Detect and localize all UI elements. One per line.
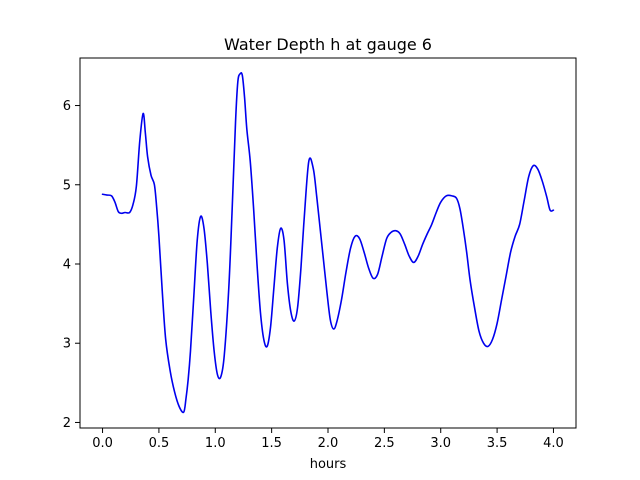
axis-ticks: 0.0 0.5 1.0 1.5 2.0 2.5 3.0 3.5 4.0 2 3 4 5 6 — [63, 99, 564, 451]
x-tick-label: 1.5 — [261, 436, 282, 451]
y-tick-label: 3 — [63, 337, 71, 352]
series-line — [101, 71, 555, 414]
chart-title: Water Depth h at gauge 6 — [224, 35, 432, 54]
x-tick-label: 1.0 — [205, 436, 226, 451]
y-tick-label: 6 — [63, 99, 71, 114]
x-tick-label: 0.5 — [149, 436, 170, 451]
x-tick-label: 2.5 — [374, 436, 395, 451]
x-tick-label: 3.0 — [430, 436, 451, 451]
x-axis-title: hours — [310, 457, 347, 472]
plot-area — [101, 71, 555, 414]
y-tick-label: 4 — [63, 257, 71, 272]
y-tick-label: 5 — [63, 178, 71, 193]
x-tick-label: 3.5 — [487, 436, 508, 451]
y-tick-label: 2 — [63, 416, 71, 431]
x-tick-label: 4.0 — [543, 436, 564, 451]
axes-frame — [79, 57, 577, 429]
x-tick-label: 0.0 — [92, 436, 113, 451]
x-tick-label: 2.0 — [318, 436, 339, 451]
